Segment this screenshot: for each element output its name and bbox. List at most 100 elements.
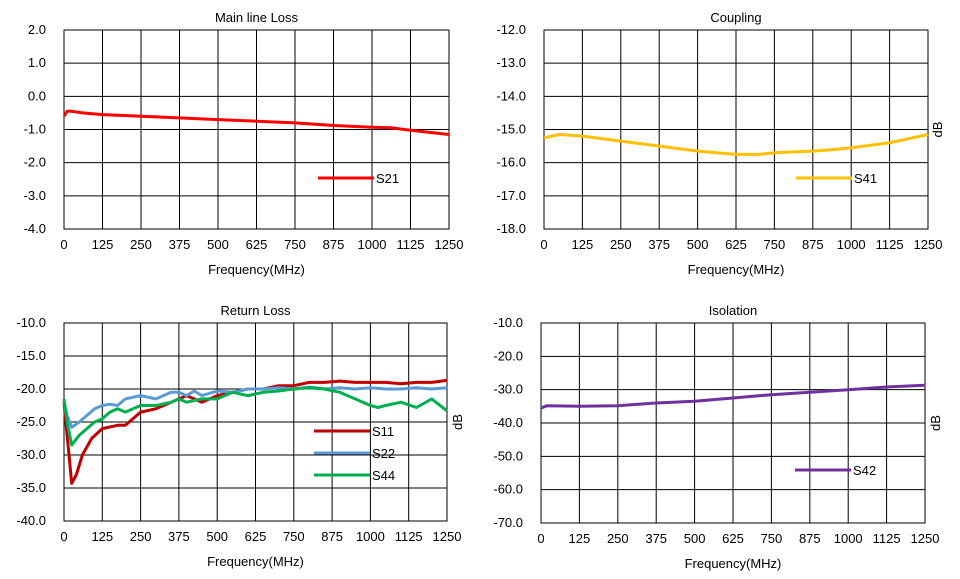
y-tick-label: -60.0 xyxy=(493,482,523,497)
x-tick-label: 750 xyxy=(283,529,305,544)
x-tick-label: 125 xyxy=(91,529,113,544)
legend-label-s44: S44 xyxy=(372,468,395,483)
y-tick-label: -18.0 xyxy=(496,221,526,236)
y-tick-label: -20.0 xyxy=(16,381,46,396)
series-line-s11 xyxy=(62,378,448,485)
x-tick-label: 1000 xyxy=(834,531,863,546)
x-tick-label: 125 xyxy=(572,237,594,252)
y-tick-label: -12.0 xyxy=(496,22,526,37)
y-tick-label: -4.0 xyxy=(24,221,46,236)
y-tick-label: -40.0 xyxy=(16,513,46,528)
x-tick-label: 625 xyxy=(722,531,744,546)
chart-3: Return Loss -10.0 -15.0 -20.0 -25.0 -30.0 -35.… xyxy=(16,303,465,569)
chart-title: Main line Loss xyxy=(215,10,299,25)
x-tick-label: 750 xyxy=(764,237,786,252)
x-axis-label: Frequency(MHz) xyxy=(685,556,782,571)
y-tick-label: -50.0 xyxy=(493,448,523,463)
y-tick-label: -2.0 xyxy=(24,155,46,170)
x-axis-label: Frequency(MHz) xyxy=(208,262,305,277)
x-tick-label: 1250 xyxy=(433,529,462,544)
y-tick-label: -20.0 xyxy=(493,348,523,363)
chart-title: Return Loss xyxy=(220,303,291,318)
x-tick-label: 750 xyxy=(284,237,306,252)
y-axis-label: dB xyxy=(930,122,945,138)
x-tick-label: 1000 xyxy=(356,529,385,544)
legend-label-s42: S42 xyxy=(853,463,876,478)
y-tick-label: -10.0 xyxy=(493,315,523,330)
x-tick-label: 625 xyxy=(245,529,267,544)
x-axis-label: Frequency(MHz) xyxy=(207,554,304,569)
y-tick-label: -3.0 xyxy=(24,188,46,203)
series-line-s42 xyxy=(540,383,926,410)
y-tick-label: -25.0 xyxy=(16,414,46,429)
y-tick-label: -70.0 xyxy=(493,515,523,530)
chart-title: Isolation xyxy=(709,303,757,318)
x-tick-label: 500 xyxy=(687,237,709,252)
x-tick-label: 1250 xyxy=(911,531,940,546)
legend-label-s11: S11 xyxy=(372,424,394,439)
x-tick-label: 1125 xyxy=(395,529,423,544)
x-tick-label: 0 xyxy=(537,531,544,546)
y-tick-label: -1.0 xyxy=(24,122,46,137)
x-tick-label: 1000 xyxy=(837,237,866,252)
legend: S11 S22 S44 xyxy=(314,424,395,483)
x-tick-label: 250 xyxy=(130,237,152,252)
y-tick-label: 1.0 xyxy=(28,55,46,70)
x-tick-label: 375 xyxy=(169,237,191,252)
chart-1: Main line Loss 2.0 1.0 0.0 -1.0 -2.0 -3.0 -4.0 0… xyxy=(24,10,464,277)
plot-area xyxy=(63,322,448,522)
x-tick-label: 625 xyxy=(725,237,747,252)
x-tick-label: 250 xyxy=(610,237,632,252)
x-tick-label: 0 xyxy=(540,237,547,252)
x-tick-label: 375 xyxy=(648,237,670,252)
chart-title: Coupling xyxy=(710,10,761,25)
x-tick-label: 0 xyxy=(60,237,67,252)
chart-4: Isolation -10.0 -20.0 -30.0 -40.0 -50.0 -60.0 -… xyxy=(493,303,943,571)
y-tick-label: -17.0 xyxy=(496,188,526,203)
x-tick-label: 1000 xyxy=(358,237,387,252)
x-tick-label: 1125 xyxy=(397,237,425,252)
x-tick-label: 1250 xyxy=(435,237,464,252)
y-axis-label: dB xyxy=(450,414,465,430)
y-tick-label: -14.0 xyxy=(496,88,526,103)
series-line-s22 xyxy=(62,385,448,429)
x-tick-label: 500 xyxy=(206,529,228,544)
x-tick-label: 1125 xyxy=(873,531,901,546)
legend-label-s41: S41 xyxy=(854,171,877,186)
plot-area xyxy=(543,29,929,230)
chart-2: Coupling -12.0 -13.0 -14.0 -15.0 -16.0 -17.0 -1… xyxy=(496,10,945,277)
y-tick-label: -35.0 xyxy=(16,480,46,495)
x-tick-label: 375 xyxy=(168,529,190,544)
plot-area xyxy=(63,29,450,230)
x-tick-label: 125 xyxy=(92,237,114,252)
x-tick-label: 875 xyxy=(799,531,821,546)
x-tick-label: 500 xyxy=(207,237,229,252)
y-tick-label: -13.0 xyxy=(496,55,526,70)
legend: S42 xyxy=(795,463,876,478)
x-axis-label: Frequency(MHz) xyxy=(688,262,785,277)
series-line-s21 xyxy=(62,109,450,136)
x-tick-label: 875 xyxy=(321,529,343,544)
y-tick-label: -40.0 xyxy=(493,415,523,430)
x-tick-label: 875 xyxy=(323,237,345,252)
y-tick-label: 2.0 xyxy=(28,22,46,37)
y-tick-label: 0.0 xyxy=(28,88,46,103)
x-tick-label: 750 xyxy=(761,531,783,546)
x-tick-label: 0 xyxy=(60,529,67,544)
y-tick-label: -10.0 xyxy=(16,315,46,330)
plot-area xyxy=(540,322,926,524)
y-tick-label: -30.0 xyxy=(493,382,523,397)
x-tick-label: 1250 xyxy=(914,237,943,252)
legend-label-s22: S22 xyxy=(372,446,395,461)
y-axis-label: dB xyxy=(928,415,943,431)
x-tick-label: 375 xyxy=(645,531,667,546)
legend: S41 xyxy=(796,171,877,186)
x-tick-label: 125 xyxy=(569,531,591,546)
x-tick-label: 250 xyxy=(130,529,152,544)
x-tick-label: 1125 xyxy=(876,237,904,252)
x-tick-label: 250 xyxy=(607,531,629,546)
y-tick-label: -30.0 xyxy=(16,447,46,462)
y-tick-label: -15.0 xyxy=(16,348,46,363)
legend-label-s21: S21 xyxy=(376,171,399,186)
